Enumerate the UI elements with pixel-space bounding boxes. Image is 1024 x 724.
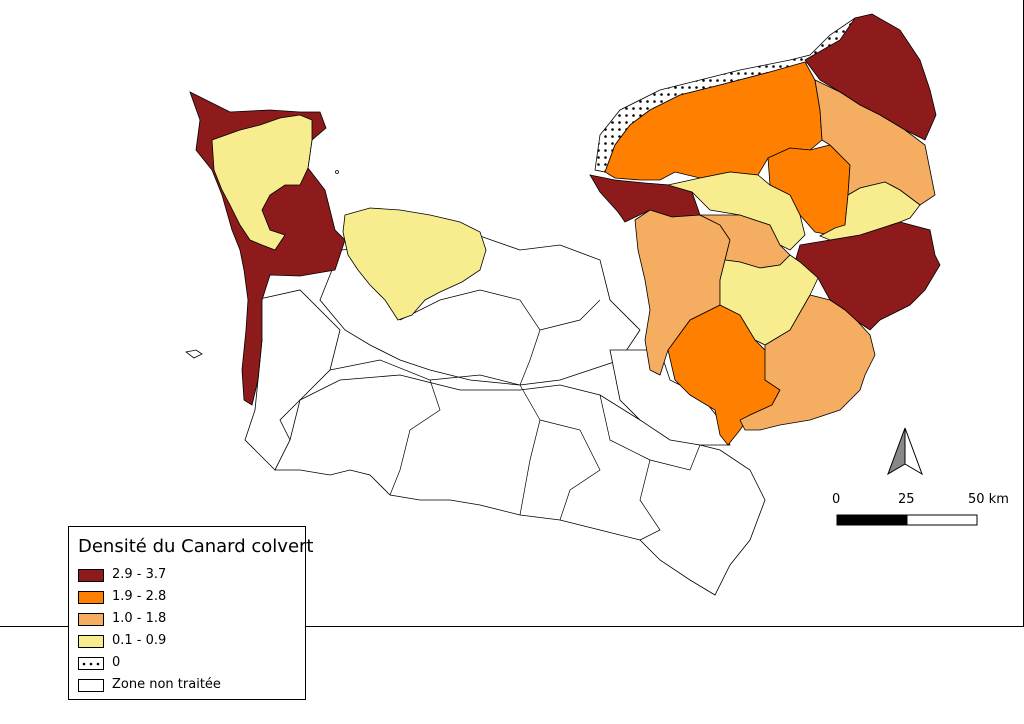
zone-eure-west [634,209,731,376]
islands [185,170,339,359]
island-chausey [185,349,203,359]
untreated-boundaries [329,289,701,541]
zone-cotentin-north [211,114,313,251]
legend-swatch [78,569,104,582]
zone-bessin [342,207,487,321]
legend-swatch [78,635,104,648]
zone-eure-southeast [739,294,876,431]
legend-label: Zone non traitée [112,677,221,692]
legend-swatch [78,679,104,692]
legend-swatch [78,591,104,604]
legend-label: 1.9 - 2.8 [112,589,167,604]
zone-roumois [667,171,806,251]
region-base [244,235,766,596]
scale-label-50-km: 50 km [968,492,1009,507]
class-0-1-0-9 [211,114,921,346]
zone-eure-middle [719,254,819,346]
legend-label: 0.1 - 0.9 [112,633,167,648]
zone-pays-de-caux [604,61,823,181]
north-arrow-icon [887,427,923,476]
base-eure-south [609,349,731,446]
legend-title: Densité du Canard colvert [78,536,314,557]
legend-swatch-dots [78,657,104,670]
scale-label-0: 0 [832,492,841,507]
base-orne-manche [274,374,766,596]
class-1-0-1-8 [634,79,936,431]
legend-label: 2.9 - 3.7 [112,567,167,582]
legend: Densité du Canard colvert 2.9 - 3.7 1.9 … [68,526,314,700]
class-1-9-2-8 [604,61,851,446]
map-canvas [185,13,978,596]
legend-swatch [78,613,104,626]
scale-label-25: 25 [898,492,915,507]
legend-label: 1.0 - 1.8 [112,611,167,626]
scale-bar [836,514,978,526]
legend-label: 0 [112,655,121,670]
zone-vexin [819,181,921,241]
